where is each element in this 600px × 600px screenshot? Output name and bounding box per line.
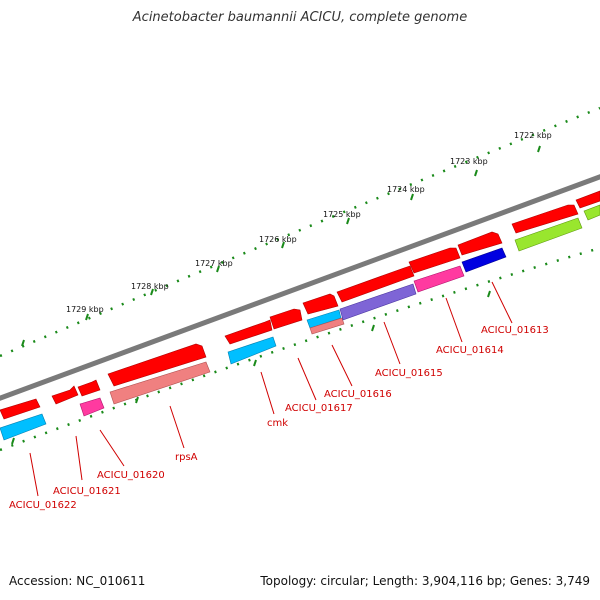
gene-label: ACICU_01616 — [324, 389, 392, 400]
cog-arrow-cyan — [0, 413, 47, 441]
gene-label: cmk — [267, 418, 288, 429]
gene-label: ACICU_01617 — [285, 403, 353, 414]
kbp-label: 1723 kbp — [450, 157, 488, 166]
gene-arrow — [302, 293, 339, 315]
gene-arrows-forward — [0, 190, 600, 420]
cog-arrow-lime — [583, 204, 600, 221]
gene-label: rpsA — [175, 452, 198, 463]
gene-label: ACICU_01620 — [97, 470, 165, 481]
gene-arrow — [51, 385, 79, 405]
gene-arrow — [457, 231, 503, 256]
gene-label: ACICU_01615 — [375, 368, 443, 379]
gene-arrow — [77, 379, 101, 397]
gene-arrows-cog — [0, 204, 600, 441]
gene-label: ACICU_01621 — [53, 486, 121, 497]
gene-arrow — [0, 398, 41, 420]
outer-major-ticks — [21, 145, 541, 347]
cog-arrow-salmon — [109, 361, 211, 405]
kbp-label: 1728 kbp — [131, 282, 169, 291]
inner-scale-dots — [0, 246, 600, 452]
gene-label: ACICU_01622 — [9, 500, 77, 511]
cog-arrow-magenta — [79, 397, 105, 417]
kbp-label: 1727 kbp — [195, 259, 233, 268]
gene-arrow — [107, 343, 207, 387]
gene-arrow — [408, 247, 461, 274]
kbp-label: 1722 kbp — [514, 131, 552, 140]
gene-arrow — [224, 319, 273, 345]
gene-arrow — [336, 265, 415, 303]
gene-arrow — [575, 190, 600, 209]
kbp-label: 1729 kbp — [66, 305, 104, 314]
cog-arrow-salmon — [309, 317, 345, 335]
cog-arrow-magenta — [413, 265, 465, 293]
kbp-label: 1726 kbp — [259, 235, 297, 244]
cog-arrow-lime — [514, 217, 583, 252]
label-leader-lines — [29, 281, 513, 497]
footer-stats: Topology: circular; Length: 3,904,116 bp… — [260, 574, 590, 588]
outer-scale-dots — [0, 106, 600, 358]
kbp-label: 1725 kbp — [323, 210, 361, 219]
gene-arrow — [511, 204, 579, 234]
kbp-label: 1724 kbp — [387, 185, 425, 194]
cog-arrow-cyan — [227, 336, 277, 365]
cog-arrow-blue — [461, 247, 507, 273]
cog-arrow-violet — [339, 283, 417, 321]
map-title: Acinetobacter baumannii ACICU, complete … — [132, 10, 468, 25]
gene-label: ACICU_01613 — [481, 325, 549, 336]
inner-major-ticks — [11, 290, 491, 445]
backbone-arc — [0, 174, 600, 401]
gene-label: ACICU_01614 — [436, 345, 504, 356]
gene-arrow — [269, 308, 303, 330]
footer-accession: Accession: NC_010611 — [9, 574, 146, 588]
